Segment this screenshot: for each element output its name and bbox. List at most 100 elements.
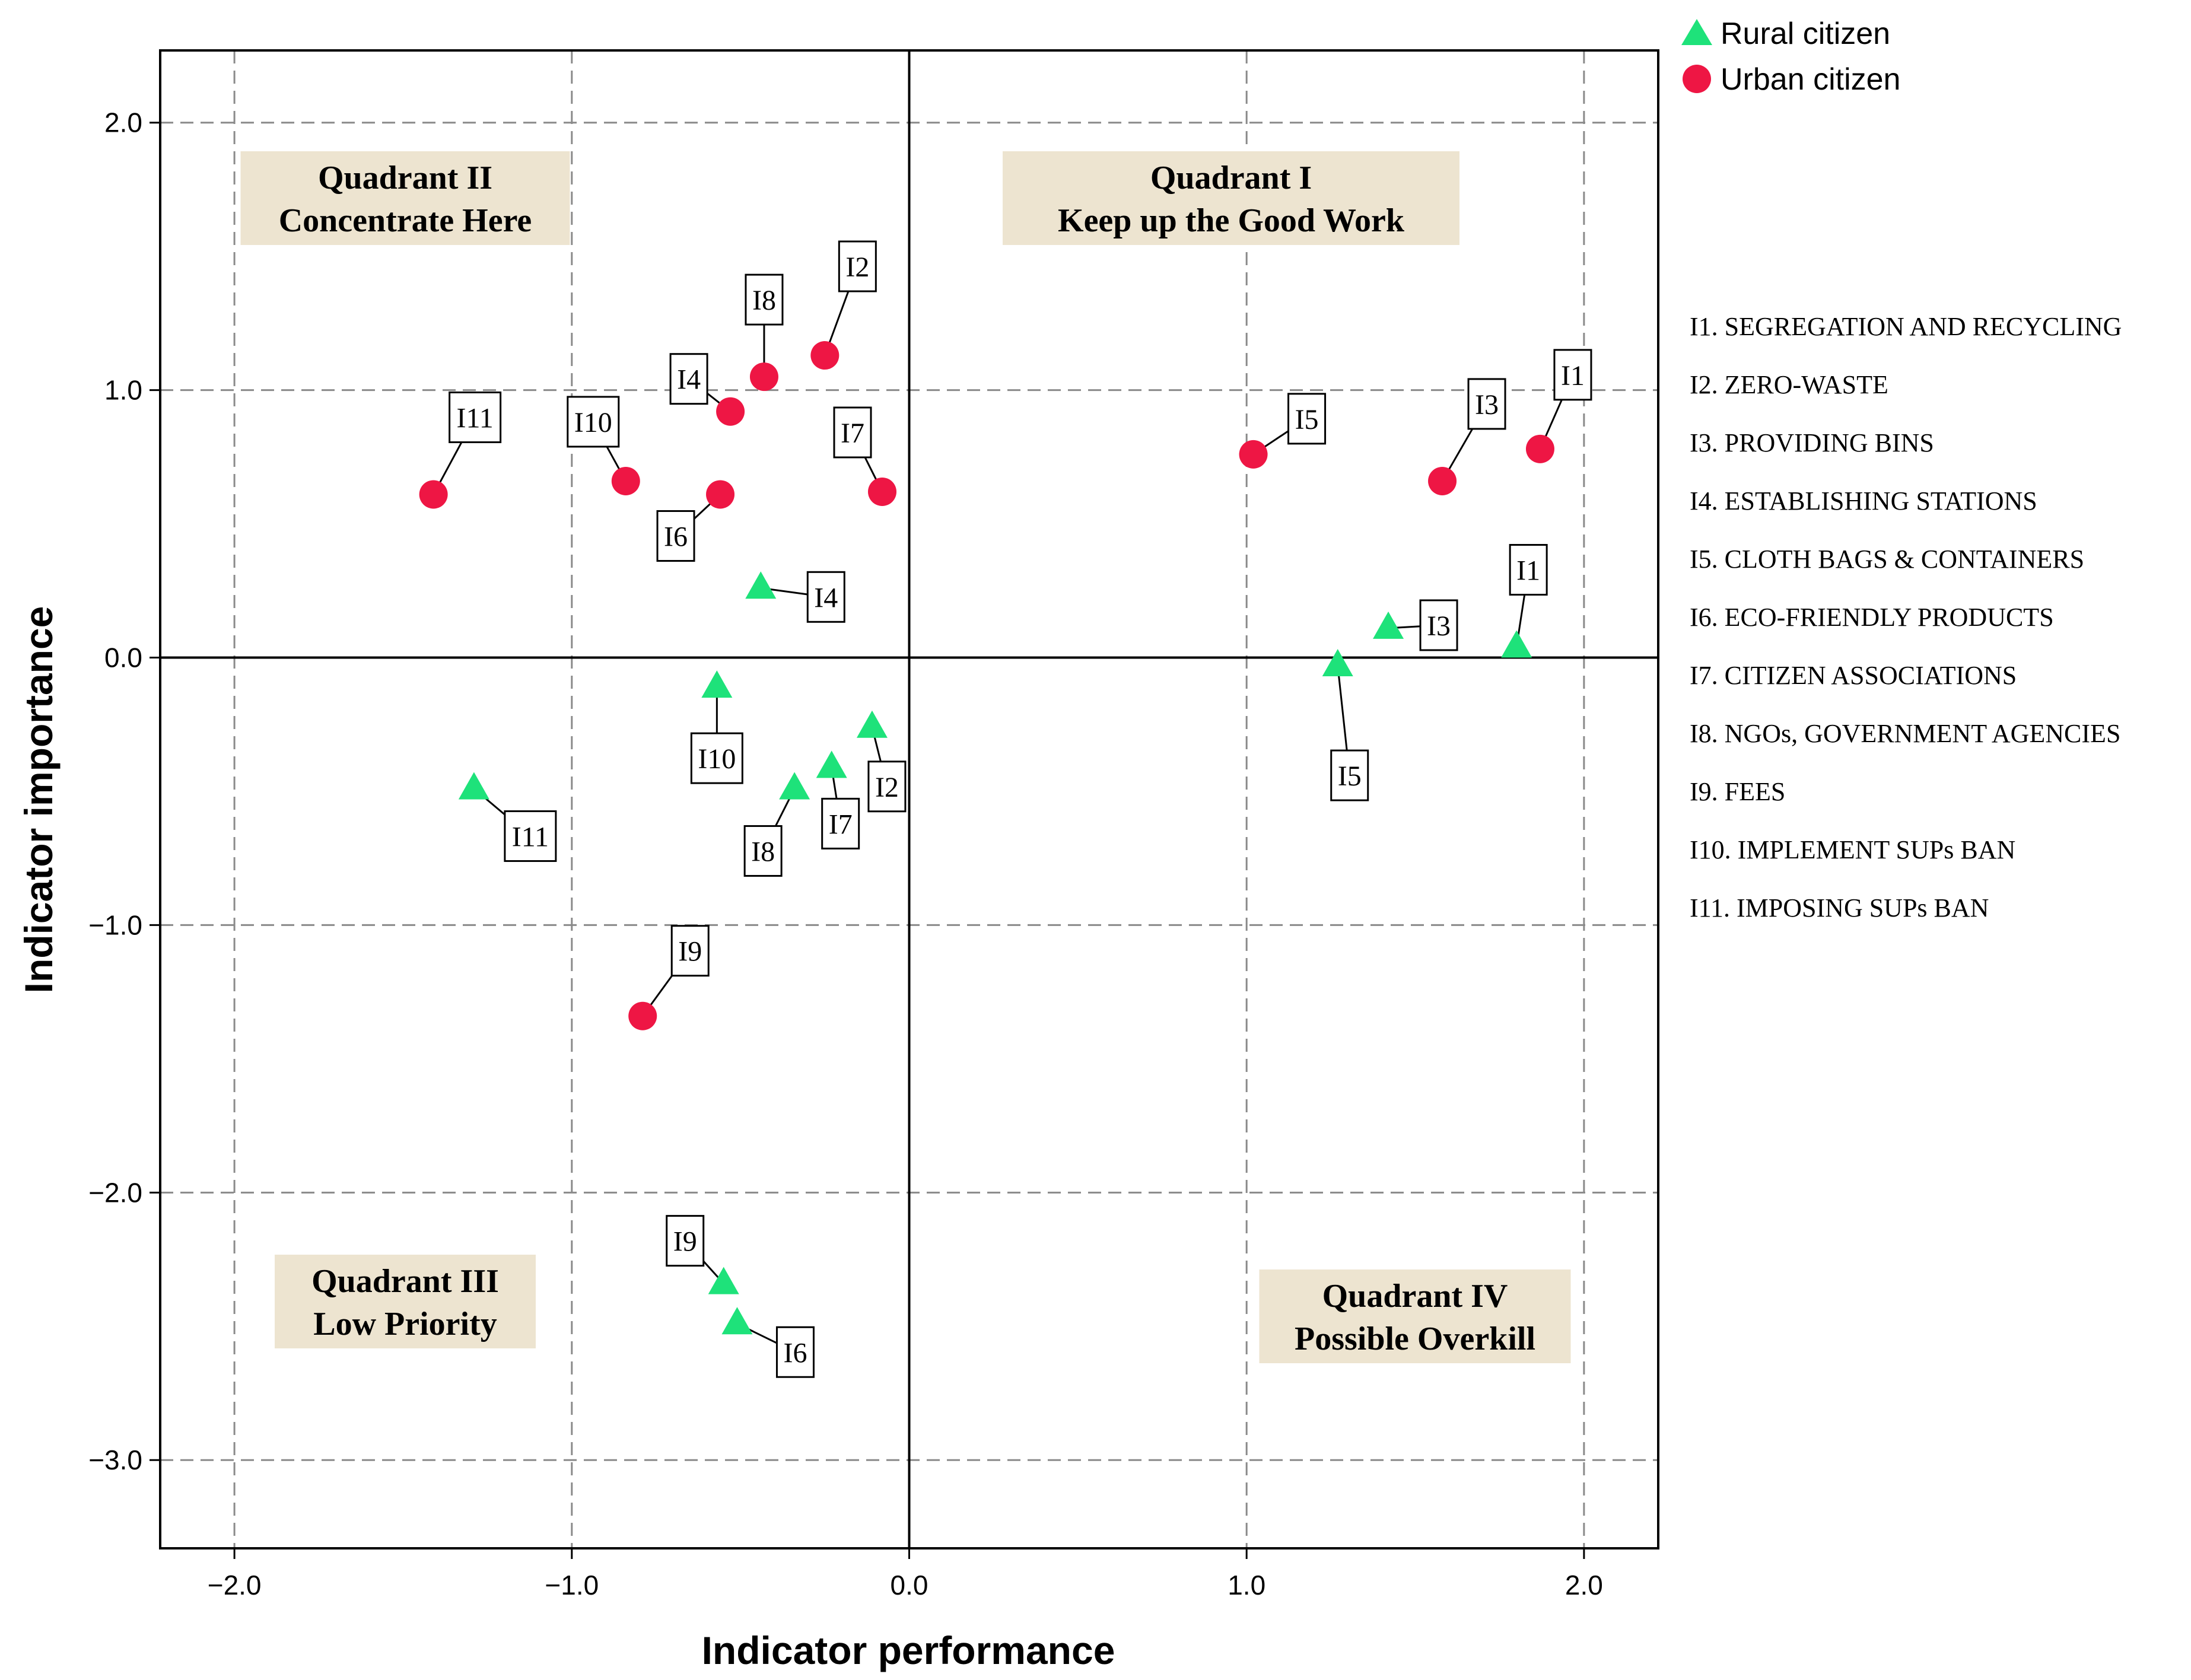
quadrant-subtitle: Keep up the Good Work [1058, 202, 1405, 239]
legend-urban-marker [1683, 65, 1711, 93]
quadrant-box-background [275, 1255, 536, 1348]
rural-point-i10 [701, 670, 733, 698]
y-tick-label: −2.0 [88, 1177, 142, 1208]
point-label-box [775, 1326, 815, 1378]
point-label-box [1330, 749, 1369, 801]
indicator-key: I1. SEGREGATION AND RECYCLING I2. ZERO-WA… [1690, 312, 2122, 922]
point-label: I1 [1516, 555, 1540, 586]
point-label-box [1467, 378, 1506, 430]
point-label: I9 [678, 936, 702, 968]
quadrant-box-q3: Quadrant III Low Priority [275, 1255, 536, 1348]
legend-label: Rural citizen [1721, 17, 1890, 51]
quadrant-box-q4: Quadrant IV Possible Overkill [1259, 1269, 1571, 1363]
point-label: I11 [457, 402, 494, 434]
indicator-key-item: I9. FEES [1690, 777, 1785, 806]
indicator-key-item: I5. CLOTH BAGS & CONTAINERS [1690, 545, 2084, 574]
quadrant-box-background [240, 151, 570, 245]
legend-rural-marker [1681, 19, 1712, 45]
quadrant-subtitle: Possible Overkill [1295, 1321, 1535, 1357]
urban-point-i4 [716, 397, 745, 426]
point-label: I10 [574, 407, 612, 438]
rural-point-i7 [816, 750, 847, 778]
axes: −2.0 −1.0 0.0 1.0 2.0 2.0 1.0 0.0 −1.0 −2.0 −3.0 [88, 49, 1659, 1601]
point-label-box [1419, 599, 1458, 651]
indicator-key-item: I11. IMPOSING SUPs BAN [1690, 893, 1989, 922]
rural-point-i3 [1373, 611, 1404, 639]
point-label-box [666, 1215, 705, 1267]
point-label: I6 [664, 521, 688, 552]
point-label-box [806, 571, 845, 623]
y-tick-label: 2.0 [104, 107, 142, 138]
x-tick-label: −2.0 [208, 1570, 262, 1601]
point-label-box [821, 797, 860, 849]
x-tick-label: 0.0 [891, 1570, 928, 1601]
point-label: I3 [1427, 610, 1451, 642]
point-label-box [867, 761, 907, 813]
x-axis-label: Indicator performance [702, 1628, 1115, 1672]
point-label: I3 [1475, 389, 1499, 421]
point-label: I11 [512, 821, 549, 852]
rural-point-i5 [1322, 649, 1353, 677]
point-label-box [1553, 349, 1592, 401]
rural-point-i2 [856, 710, 888, 738]
point-label-box [567, 396, 620, 448]
point-label: I10 [698, 743, 736, 775]
point-label-box [504, 810, 557, 862]
point-label-box [833, 406, 872, 459]
indicator-key-item: I7. CITIZEN ASSOCIATIONS [1690, 661, 2017, 690]
point-label: I4 [814, 582, 838, 613]
urban-point-i2 [810, 341, 839, 370]
y-tick-label: 0.0 [104, 642, 142, 673]
point-labels: I1 I2 I3 I4 I5 I6 I7 I8 I9 I10 I11 I1 I2 I3 I4 I5 I6 I7 I8… [449, 240, 1592, 1378]
point-label: I8 [752, 285, 776, 316]
y-tick-label: −3.0 [88, 1444, 142, 1475]
rural-point-i8 [779, 772, 810, 800]
point-label-box [669, 353, 708, 405]
point-label-box [670, 925, 710, 977]
indicator-key-item: I2. ZERO-WASTE [1690, 370, 1888, 399]
point-label-box [1287, 393, 1327, 445]
indicator-key-item: I1. SEGREGATION AND RECYCLING [1690, 312, 2122, 341]
y-axis-label: Indicator importance [17, 606, 61, 994]
urban-point-i8 [749, 362, 778, 392]
legend: Rural citizen Urban citizen [1681, 17, 1900, 97]
indicator-key-item: I10. IMPLEMENT SUPs BAN [1690, 835, 2015, 864]
point-label: I6 [783, 1337, 807, 1369]
point-label: I8 [751, 836, 775, 867]
quadrant-box-background [1259, 1269, 1571, 1363]
x-tick-label: −1.0 [545, 1570, 599, 1601]
quadrant-box-q1: Quadrant I Keep up the Good Work [1003, 151, 1459, 245]
urban-point-i5 [1239, 440, 1268, 469]
urban-point-i3 [1428, 466, 1457, 495]
point-label-box [656, 510, 695, 562]
point-label: I2 [875, 772, 899, 803]
indicator-key-item: I8. NGOs, GOVERNMENT AGENCIES [1690, 719, 2120, 748]
point-label-box [745, 273, 784, 326]
quadrant-subtitle: Low Priority [313, 1306, 497, 1342]
point-label: I7 [841, 418, 864, 449]
point-label-box [690, 732, 743, 784]
quadrant-title: Quadrant II [318, 160, 492, 196]
point-label-box [1509, 543, 1548, 596]
legend-label: Urban citizen [1721, 62, 1900, 97]
data-points [419, 341, 1554, 1335]
quadrant-box-background [1003, 151, 1459, 245]
x-tick-label: 2.0 [1565, 1570, 1603, 1601]
rural-point-i1 [1501, 630, 1532, 658]
point-label: I5 [1295, 404, 1319, 435]
rural-point-i9 [708, 1267, 739, 1294]
indicator-key-item: I4. ESTABLISHING STATIONS [1690, 486, 2037, 516]
urban-point-i7 [868, 477, 897, 506]
point-label: I7 [829, 809, 853, 840]
point-label-box [449, 391, 502, 443]
rural-point-i11 [458, 772, 489, 800]
point-label: I9 [673, 1226, 697, 1258]
indicator-key-item: I3. PROVIDING BINS [1690, 428, 1934, 457]
point-label-box [743, 825, 783, 877]
urban-point-i10 [611, 466, 640, 495]
point-label: I5 [1338, 761, 1362, 792]
urban-point-i1 [1525, 434, 1554, 463]
point-label: I2 [845, 252, 869, 283]
